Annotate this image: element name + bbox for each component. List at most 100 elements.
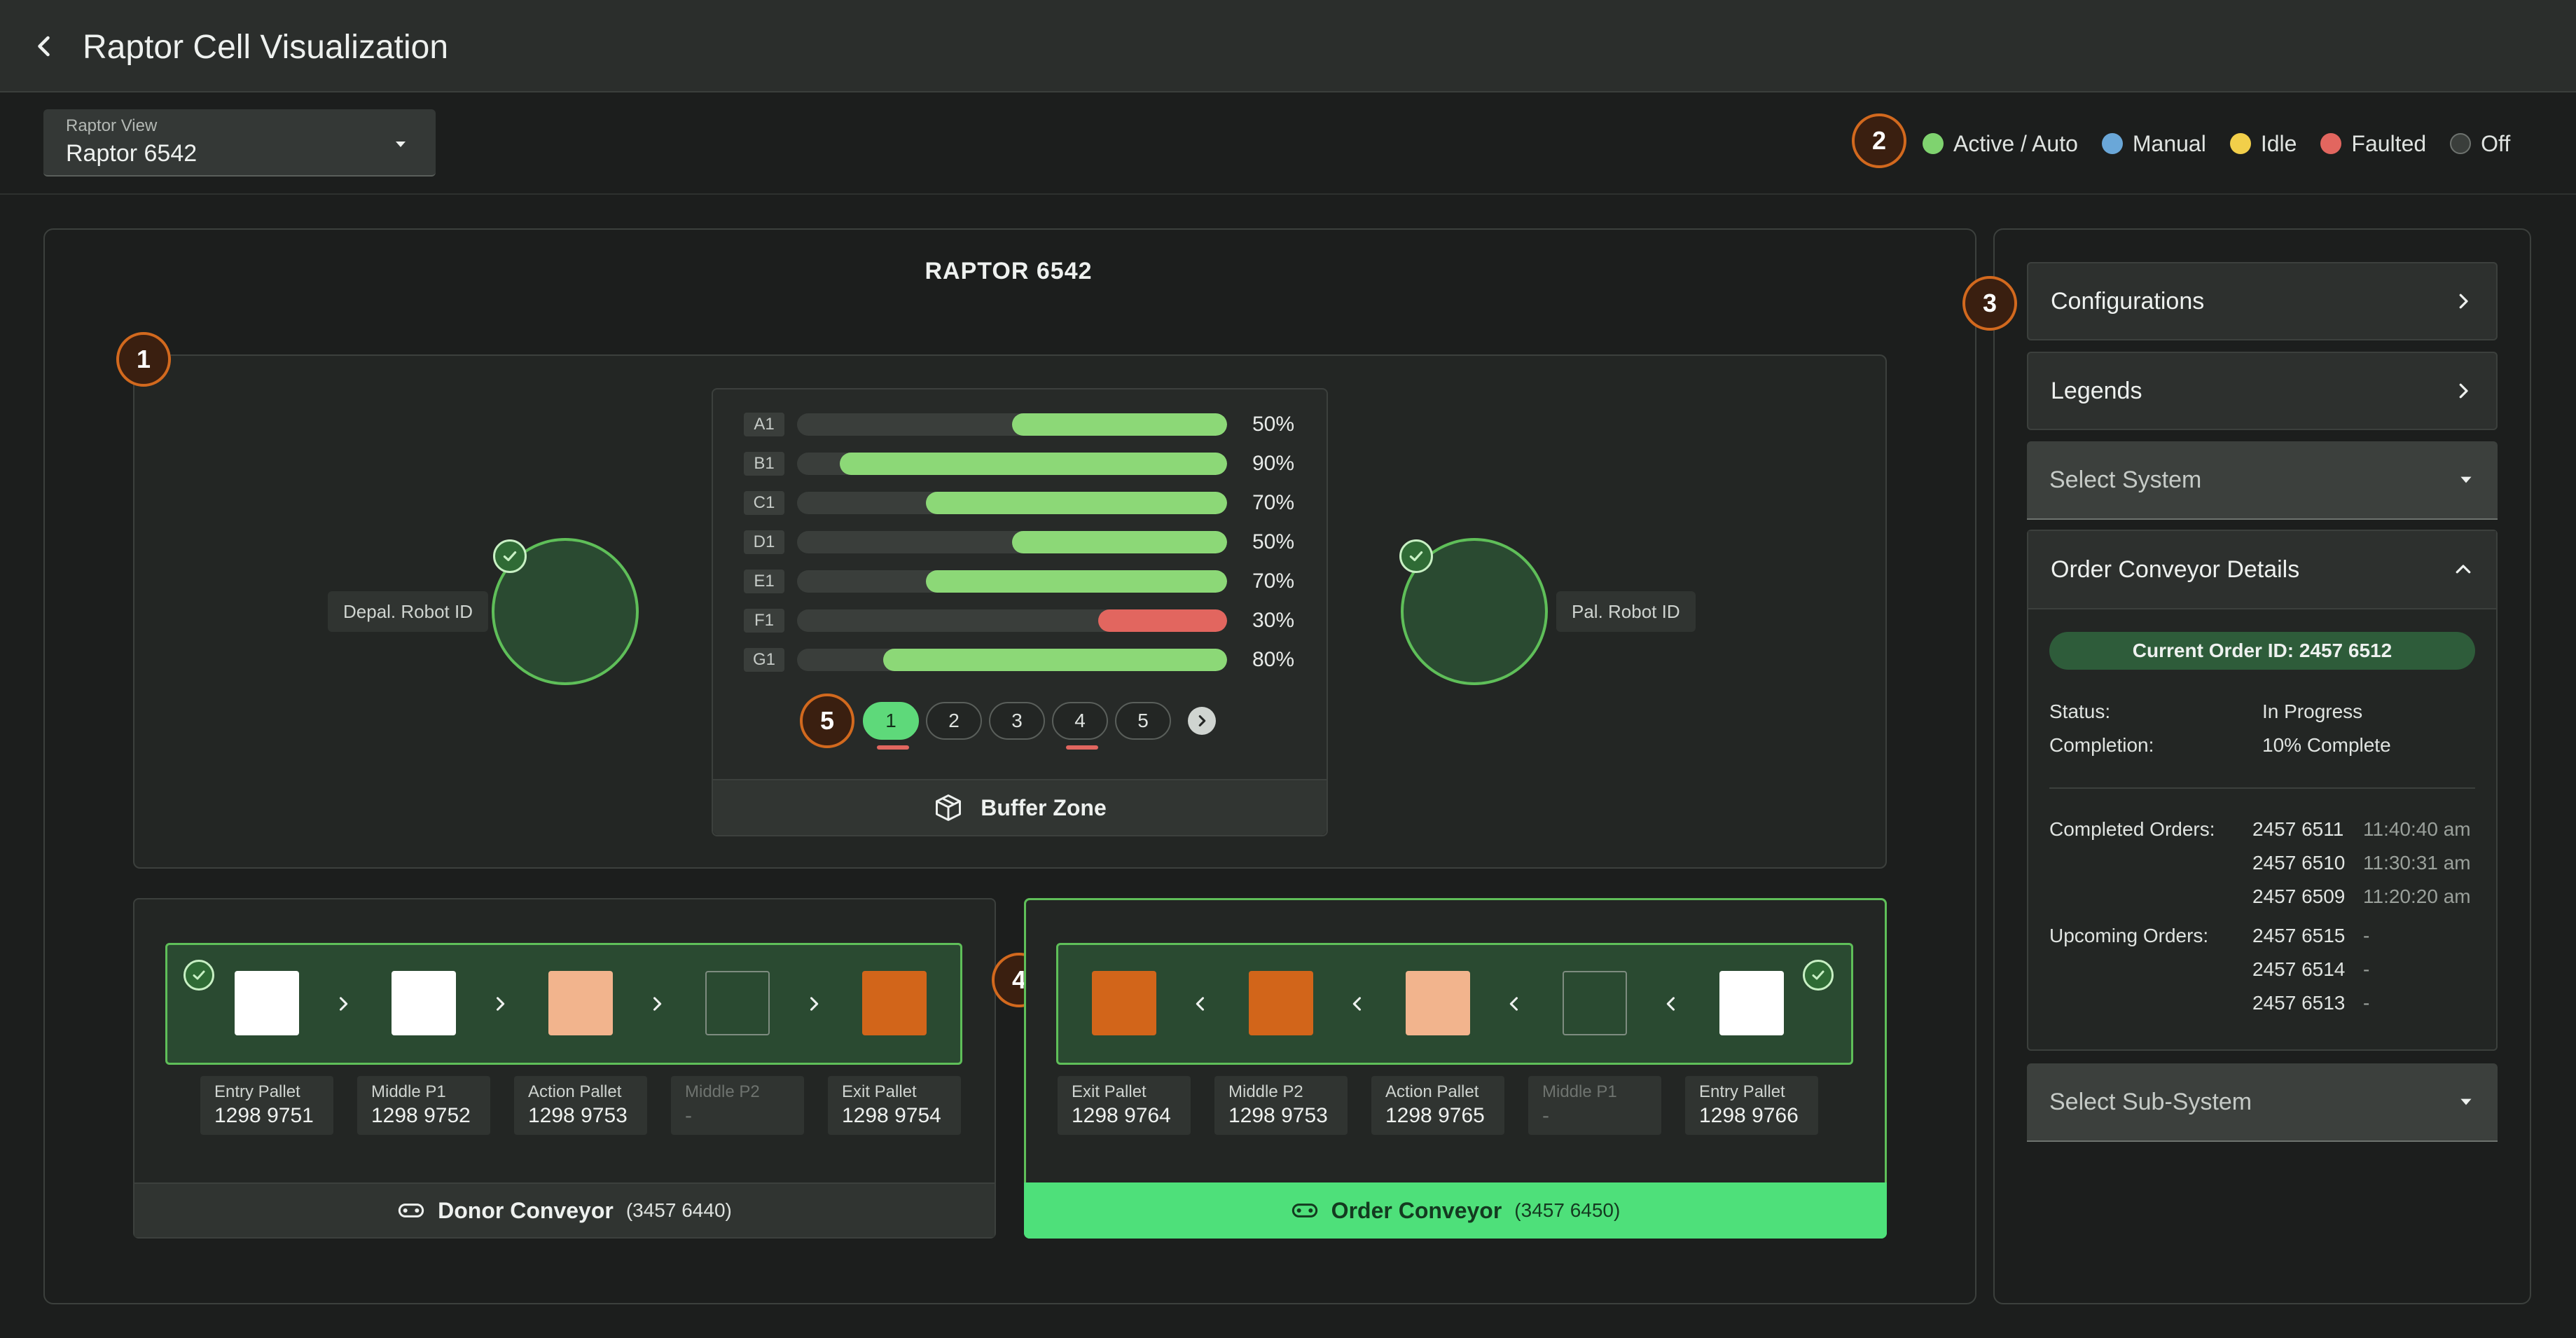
buffer-level-fill [1012,413,1227,436]
pallet-caption-value: 1298 9766 [1699,1104,1799,1127]
buffer-row-percent: 50% [1252,530,1295,553]
depal-robot-label: Depal. Robot ID [328,591,488,632]
buffer-row-percent: 30% [1252,609,1295,632]
legends-accordion[interactable]: Legends [2027,352,2498,430]
pallet-caption-label: Exit Pallet [842,1082,917,1101]
order-id: 2457 6514 [2252,958,2346,980]
order-conveyor-details-header[interactable]: Order Conveyor Details [2028,531,2496,609]
pallet-slot[interactable] [1249,971,1313,1035]
pallet-caption-label: Entry Pallet [1699,1082,1785,1101]
pallet-caption: Middle P1 - [1528,1076,1661,1135]
page-button-5[interactable]: 5 [1115,702,1171,740]
order-time: - [2363,958,2370,980]
pallet-caption: Exit Pallet 1298 9754 [828,1076,961,1135]
page-button-3[interactable]: 3 [989,702,1045,740]
pallet-caption: Action Pallet 1298 9753 [514,1076,647,1135]
chevron-left-icon [1190,993,1211,1014]
buffer-row-id: E1 [744,570,784,593]
marker-badge-5: 5 [800,694,854,748]
fault-indicator [1066,745,1098,750]
buffer-row-id: A1 [744,413,784,436]
buffer-level-fill [882,649,1227,671]
page-button-2[interactable]: 2 [926,702,982,740]
order-id: 2457 6513 [2252,992,2346,1014]
buffer-level-track [797,609,1227,632]
legend-item-off: Off [2450,131,2510,157]
pallet-slot[interactable] [548,971,613,1035]
pallet-caption: Middle P1 1298 9752 [357,1076,490,1135]
page-button-4[interactable]: 4 [1052,702,1108,740]
pallet-slot[interactable] [705,971,770,1035]
raptor-view-select[interactable] [43,109,436,177]
order-id: 2457 6515 [2252,925,2346,946]
chevron-left-icon [38,36,50,57]
order-id: 2457 6511 [2252,818,2344,840]
fault-indicator [877,745,909,750]
marker-badge-1: 1 [116,332,171,387]
status-dot [2450,133,2472,154]
pallet-caption: Entry Pallet 1298 9751 [200,1076,333,1135]
raptor-view-value: Raptor 6542 [66,140,198,167]
raptor-title: RAPTOR 6542 [925,258,1093,284]
legend-item-manual: Manual [2101,130,2206,157]
configurations-accordion[interactable]: Configurations [2027,262,2498,340]
raptor-view-label: Raptor View [66,116,158,135]
pallet-caption-value: 1298 9751 [214,1104,314,1127]
completed-orders-label: Completed Orders: [2049,818,2215,840]
pallet-slot[interactable] [392,971,456,1035]
conveyor-icon [1292,1203,1317,1218]
check-icon [493,539,527,573]
select-system-dropdown[interactable]: Select System [2027,441,2498,520]
pallet-slot[interactable] [862,971,927,1035]
configurations-label: Configurations [2051,287,2205,315]
select-subsystem-label: Select Sub-System [2049,1088,2252,1115]
buffer-row-percent: 70% [1252,570,1295,593]
status-dot [1923,133,1944,154]
completion-value: 10% Complete [2262,734,2391,756]
current-order-badge: Current Order ID: 2457 6512 [2049,632,2475,670]
pallet-slot[interactable] [1406,971,1470,1035]
status-legend: Active / Auto Manual Idle Faulted Off [1923,126,2510,161]
legend-label: Faulted [2351,130,2427,156]
buffer-zone-footer: Buffer Zone [713,779,1327,835]
buffer-level-fill [926,492,1227,514]
buffer-row: A1 50% [744,411,1304,439]
donor-conveyor-name: Donor Conveyor [438,1197,614,1223]
pallet-slot[interactable] [235,971,299,1035]
buffer-row-percent: 50% [1252,413,1295,436]
back-button[interactable] [25,27,64,66]
box-icon [936,794,962,821]
buffer-row: F1 30% [744,607,1304,635]
buffer-zone-label: Buffer Zone [981,794,1107,820]
next-page-button[interactable] [1188,707,1216,735]
pallet-slot[interactable] [1719,971,1784,1035]
order-conveyor-details-panel [2027,530,2498,1051]
buffer-level-track [797,413,1227,436]
legend-item-idle: Idle [2229,131,2297,157]
order-conveyor-name: Order Conveyor [1331,1197,1502,1223]
status-dot [2229,133,2251,154]
divider [2049,787,2475,789]
buffer-level-fill [926,570,1227,593]
buffer-row: E1 70% [744,567,1304,595]
buffer-row-id: C1 [744,491,784,515]
pal-robot-label: Pal. Robot ID [1556,591,1696,632]
buffer-level-fill [1097,609,1227,632]
select-subsystem-dropdown[interactable]: Select Sub-System [2027,1063,2498,1142]
buffer-row-percent: 70% [1252,491,1295,514]
pallet-caption-label: Middle P1 [1542,1082,1617,1101]
donor-conveyor-footer: Donor Conveyor (3457 6440) [134,1182,995,1237]
buffer-level-fill [1012,531,1227,553]
pallet-slot[interactable] [1563,971,1627,1035]
status-value: In Progress [2262,701,2363,722]
buffer-row: G1 80% [744,646,1304,674]
pallet-caption: Action Pallet 1298 9765 [1371,1076,1504,1135]
pallet-caption-label: Middle P1 [371,1082,446,1101]
pallet-slot[interactable] [1092,971,1156,1035]
chevron-left-icon [1504,993,1525,1014]
pallet-caption: Exit Pallet 1298 9764 [1058,1076,1191,1135]
legend-label: Manual [2132,130,2206,156]
details-title: Order Conveyor Details [2051,556,2300,583]
chevron-right-icon [1198,715,1206,726]
page-button-1[interactable]: 1 [863,702,919,740]
